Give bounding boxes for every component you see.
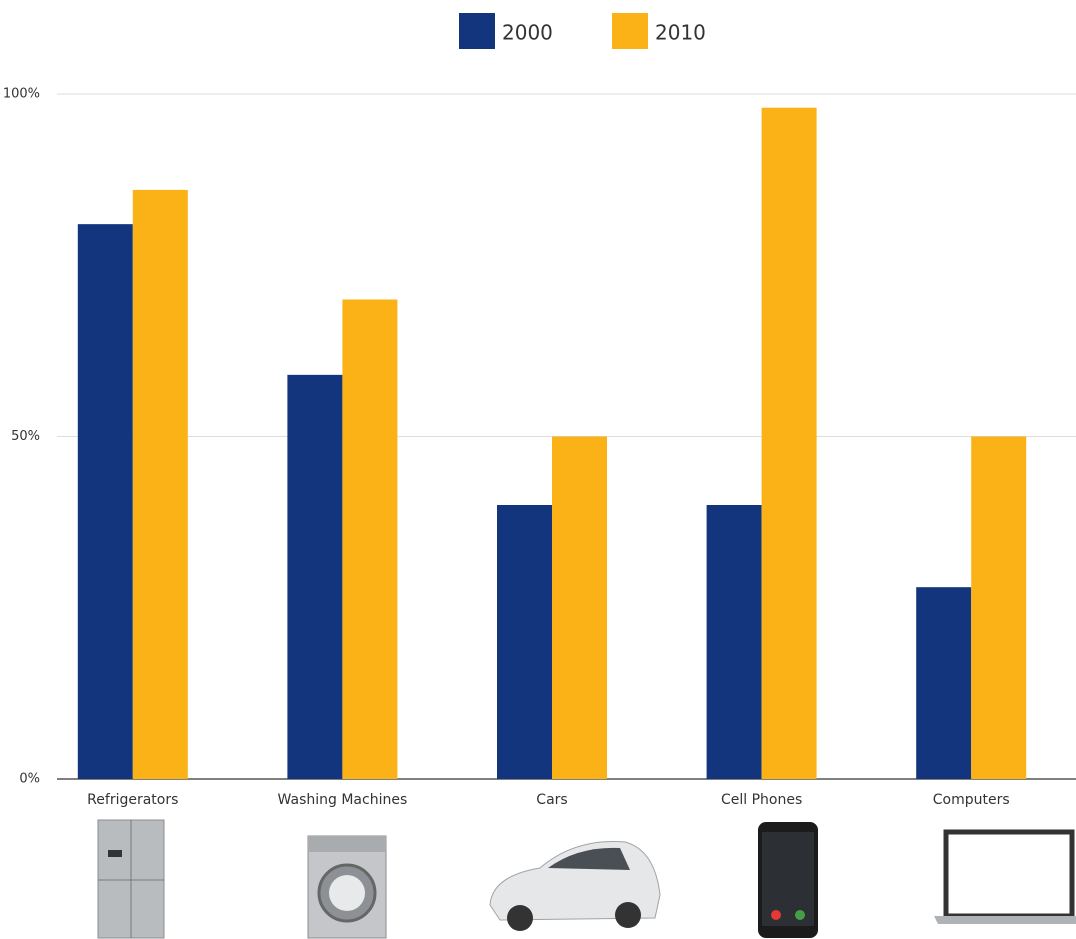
- bar: [916, 587, 972, 779]
- washing-machine-icon: [307, 835, 387, 939]
- car-icon: [489, 841, 661, 931]
- bar: [552, 436, 607, 779]
- bar: [706, 505, 762, 779]
- x-tick-label: Computers: [933, 792, 1010, 808]
- legend-label: 2000: [502, 21, 553, 45]
- x-tick-label: Cell Phones: [721, 792, 802, 808]
- cell-phone-icon: [758, 822, 818, 938]
- bar: [77, 224, 133, 779]
- bar: [971, 436, 1027, 779]
- product-icons: [97, 819, 1076, 939]
- x-tick-label: Cars: [536, 792, 567, 808]
- x-tick-label: Refrigerators: [87, 792, 178, 808]
- refrigerator-icon: [97, 819, 165, 939]
- bar: [761, 107, 817, 779]
- laptop-icon: [934, 829, 1076, 924]
- legend-swatch: [459, 13, 495, 49]
- y-tick-label: 100%: [3, 87, 40, 102]
- legend-label: 2010: [655, 21, 706, 45]
- y-tick-label: 0%: [19, 772, 40, 787]
- bar: [287, 374, 343, 779]
- y-tick-label: 50%: [11, 429, 40, 444]
- bar: [342, 299, 398, 779]
- bar: [132, 189, 188, 779]
- bar: [497, 505, 552, 779]
- x-tick-label: Washing Machines: [278, 792, 408, 808]
- legend-swatch: [612, 13, 648, 49]
